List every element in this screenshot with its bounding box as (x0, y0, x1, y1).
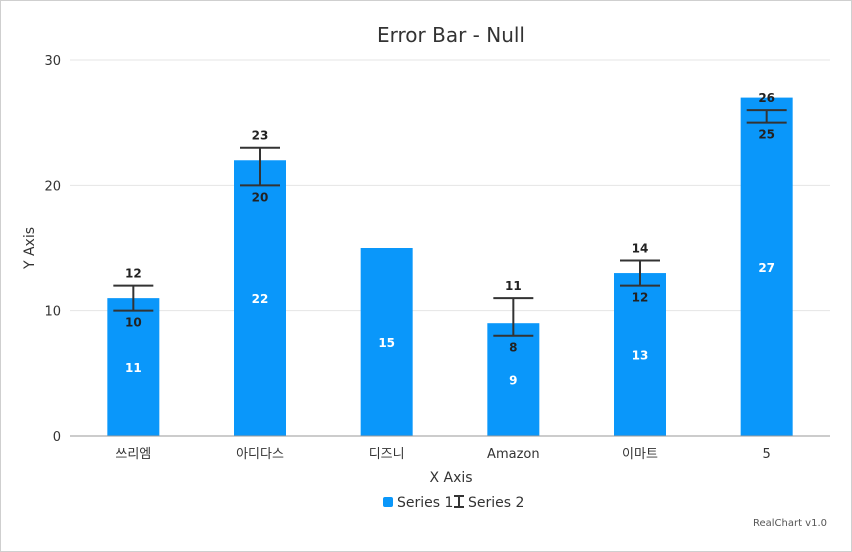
x-tick-label: 쓰리엠 (115, 447, 151, 462)
chart-title: Error Bar - Null (377, 23, 525, 47)
bar-value-label: 15 (378, 336, 395, 350)
error-low-label: 10 (125, 316, 142, 330)
bar-value-label: 11 (125, 361, 142, 375)
x-tick-layer: 쓰리엠 아디다스 디즈니 Amazon 이마트 5 (115, 447, 770, 462)
bar (360, 248, 413, 436)
bar-layer: 11 22 15 9 13 27 (107, 97, 793, 436)
y-tick-label: 30 (44, 54, 61, 69)
bar-value-label: 13 (632, 349, 649, 363)
y-tick-layer: 0 10 20 30 (44, 54, 61, 445)
error-high-label: 11 (505, 279, 522, 293)
error-layer: 12 10 23 20 11 8 14 12 26 25 (113, 91, 787, 355)
x-axis-title: X Axis (429, 470, 472, 486)
error-low-label: 25 (758, 128, 775, 142)
bar (740, 97, 793, 436)
credit-label: RealChart v1.0 (753, 518, 827, 529)
bar (614, 273, 666, 436)
y-axis-title: Y Axis (22, 227, 38, 270)
bar-value-label: 27 (758, 261, 775, 275)
legend-series-1-label[interactable]: Series 1 (397, 495, 453, 511)
bar (234, 160, 286, 436)
legend[interactable]: Series 1 Series 2 (383, 495, 524, 511)
error-high-label: 23 (252, 129, 269, 143)
bar-value-label: 22 (252, 292, 269, 306)
bar (107, 298, 160, 436)
legend-series-1-swatch (383, 497, 393, 507)
x-tick-label: Amazon (487, 447, 540, 462)
error-low-label: 8 (509, 341, 517, 355)
y-tick-label: 20 (44, 179, 61, 194)
grid-layer (70, 59, 830, 312)
x-tick-label: 아디다스 (236, 447, 284, 462)
x-tick-label: 디즈니 (369, 447, 405, 462)
error-high-label: 12 (125, 267, 142, 281)
x-tick-label: 이마트 (622, 447, 658, 462)
bar-value-label: 9 (509, 374, 517, 388)
error-high-label: 26 (758, 91, 775, 105)
bar (487, 323, 540, 436)
y-tick-label: 0 (53, 430, 61, 445)
error-high-label: 14 (632, 242, 649, 256)
error-low-label: 12 (632, 291, 649, 305)
legend-series-2-label[interactable]: Series 2 (468, 495, 524, 511)
y-tick-label: 10 (44, 305, 61, 320)
error-low-label: 20 (252, 190, 269, 204)
legend-series-2-swatch (454, 495, 464, 508)
x-tick-label: 5 (763, 447, 771, 462)
